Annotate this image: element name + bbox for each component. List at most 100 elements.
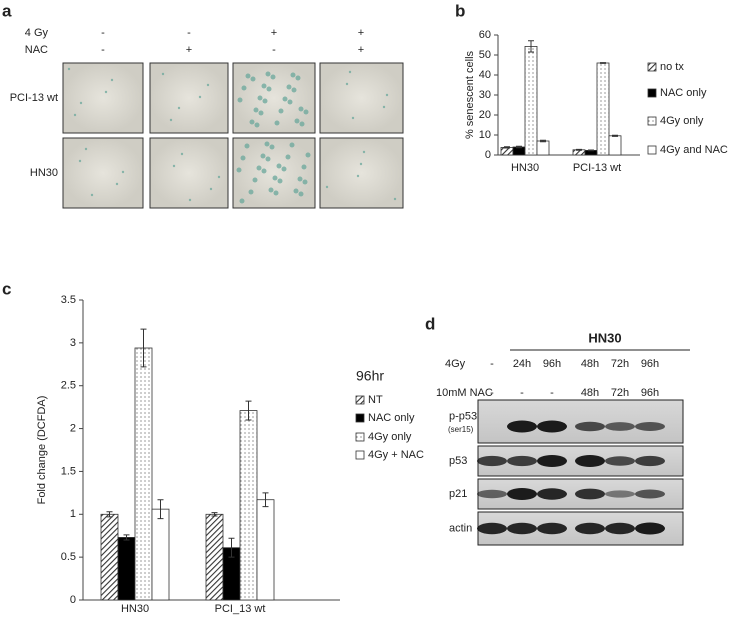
stain bbox=[260, 153, 266, 159]
stain bbox=[270, 74, 276, 80]
stain bbox=[240, 155, 246, 161]
blot-label: p-p53 bbox=[449, 410, 477, 422]
error-bar bbox=[540, 139, 546, 143]
stain bbox=[268, 187, 274, 193]
y-tick-label: 50 bbox=[479, 49, 491, 61]
stain bbox=[244, 143, 250, 149]
band bbox=[605, 422, 635, 431]
stain bbox=[169, 118, 173, 122]
band bbox=[507, 455, 537, 467]
stain bbox=[250, 76, 256, 82]
error-bar bbox=[504, 146, 510, 149]
stain bbox=[298, 191, 304, 197]
stain bbox=[356, 174, 360, 178]
legend-label: 4Gy and NAC bbox=[660, 144, 728, 156]
stain bbox=[302, 179, 308, 185]
legend-swatch bbox=[355, 395, 365, 405]
stain bbox=[248, 189, 254, 195]
y-tick-label: 2.5 bbox=[61, 380, 76, 392]
band bbox=[477, 455, 507, 467]
bar bbox=[117, 537, 136, 601]
y-tick-label: 30 bbox=[479, 89, 491, 101]
legend-title: 96hr bbox=[356, 368, 384, 384]
legend-swatch bbox=[355, 413, 365, 423]
error-bar bbox=[228, 537, 235, 558]
condition-sign: + bbox=[271, 27, 277, 39]
stain bbox=[115, 182, 119, 186]
legend-swatch bbox=[647, 116, 657, 126]
stain bbox=[209, 187, 213, 191]
condition: - bbox=[490, 387, 494, 399]
stain bbox=[274, 120, 280, 126]
stain bbox=[291, 87, 297, 93]
bar bbox=[134, 347, 153, 601]
band bbox=[537, 455, 567, 467]
band bbox=[575, 522, 605, 535]
stain bbox=[258, 110, 264, 116]
row-header: NAC bbox=[25, 44, 48, 56]
stain bbox=[237, 97, 243, 103]
stain bbox=[261, 83, 267, 89]
stain bbox=[265, 71, 271, 77]
bar bbox=[608, 135, 622, 156]
band bbox=[477, 522, 507, 535]
bar bbox=[239, 410, 258, 601]
x-tick-label: PCI-13 wt bbox=[573, 162, 621, 174]
panel-letter: c bbox=[2, 279, 11, 298]
band bbox=[635, 422, 665, 431]
legend-swatch bbox=[355, 432, 365, 442]
micrograph bbox=[62, 137, 144, 209]
y-tick-label: 3 bbox=[70, 337, 76, 349]
stain bbox=[79, 101, 83, 105]
blot-note: (ser15) bbox=[448, 425, 474, 434]
y-tick-label: 0 bbox=[485, 149, 491, 161]
stain bbox=[254, 122, 260, 128]
stain bbox=[297, 176, 303, 182]
band bbox=[605, 490, 635, 498]
micrograph bbox=[149, 62, 229, 134]
stain bbox=[265, 156, 271, 162]
condition-sign: - bbox=[187, 27, 191, 39]
y-tick-label: 2 bbox=[70, 422, 76, 434]
stain bbox=[299, 121, 305, 127]
micrograph bbox=[62, 62, 144, 134]
legend-swatch bbox=[647, 145, 657, 155]
stain bbox=[256, 165, 262, 171]
bar bbox=[596, 62, 610, 156]
stain bbox=[282, 96, 288, 102]
blot-label: p21 bbox=[449, 488, 467, 500]
stain bbox=[272, 175, 278, 181]
band bbox=[635, 489, 665, 499]
condition-sign: + bbox=[358, 27, 364, 39]
stain bbox=[67, 67, 71, 71]
condition-sign: - bbox=[272, 44, 276, 56]
y-tick-label: 20 bbox=[479, 109, 491, 121]
stain bbox=[104, 90, 108, 94]
condition: 96h bbox=[641, 358, 659, 370]
blot-label: p53 bbox=[449, 455, 467, 467]
band bbox=[507, 420, 537, 433]
stain bbox=[285, 154, 291, 160]
stain bbox=[264, 141, 270, 147]
stain bbox=[298, 106, 304, 112]
stain bbox=[294, 118, 300, 124]
stain bbox=[301, 164, 307, 170]
condition: - bbox=[550, 387, 554, 399]
legend-label: NAC only bbox=[368, 412, 415, 424]
error-bar bbox=[576, 148, 582, 151]
condition-sign: + bbox=[186, 44, 192, 56]
y-axis-label: % senescent cells bbox=[464, 50, 476, 139]
band bbox=[575, 488, 605, 500]
condition: 96h bbox=[543, 358, 561, 370]
stain bbox=[262, 98, 268, 104]
stain bbox=[239, 198, 245, 204]
stain bbox=[249, 119, 255, 125]
stain bbox=[287, 99, 293, 105]
micrograph bbox=[319, 62, 404, 134]
band bbox=[635, 455, 665, 467]
error-bar bbox=[106, 511, 113, 518]
stain bbox=[252, 177, 258, 183]
stain bbox=[217, 175, 221, 179]
stain bbox=[206, 83, 210, 87]
y-tick-label: 0.5 bbox=[61, 551, 76, 563]
